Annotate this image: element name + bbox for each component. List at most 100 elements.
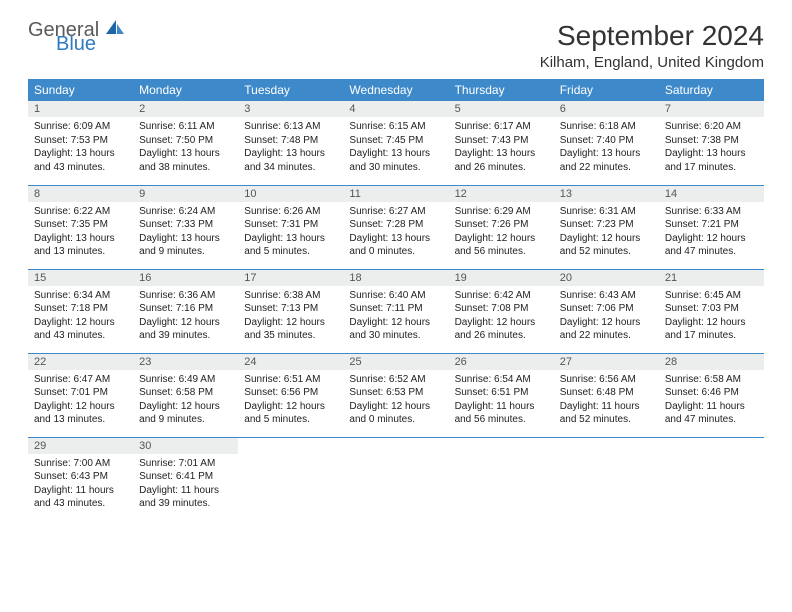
day-details: Sunrise: 6:11 AMSunset: 7:50 PMDaylight:… — [133, 117, 238, 178]
location-text: Kilham, England, United Kingdom — [540, 54, 764, 71]
sunrise-text: Sunrise: 6:22 AM — [34, 205, 127, 219]
sunrise-text: Sunrise: 6:17 AM — [455, 120, 548, 134]
sunrise-text: Sunrise: 6:54 AM — [455, 373, 548, 387]
sunrise-text: Sunrise: 6:40 AM — [349, 289, 442, 303]
calendar-cell: 16Sunrise: 6:36 AMSunset: 7:16 PMDayligh… — [133, 269, 238, 353]
day-number: 30 — [133, 438, 238, 454]
sunset-text: Sunset: 6:43 PM — [34, 470, 127, 484]
calendar-cell: 12Sunrise: 6:29 AMSunset: 7:26 PMDayligh… — [449, 185, 554, 269]
calendar-cell: 5Sunrise: 6:17 AMSunset: 7:43 PMDaylight… — [449, 101, 554, 185]
daylight-text: Daylight: 13 hours and 5 minutes. — [244, 232, 337, 259]
day-number: 26 — [449, 354, 554, 370]
sunset-text: Sunset: 7:33 PM — [139, 218, 232, 232]
logo-text-blue: Blue — [56, 34, 124, 54]
day-details: Sunrise: 6:58 AMSunset: 6:46 PMDaylight:… — [659, 370, 764, 431]
sunset-text: Sunset: 7:23 PM — [560, 218, 653, 232]
day-number: 24 — [238, 354, 343, 370]
daylight-text: Daylight: 12 hours and 26 minutes. — [455, 316, 548, 343]
day-details: Sunrise: 6:42 AMSunset: 7:08 PMDaylight:… — [449, 286, 554, 347]
sunrise-text: Sunrise: 6:29 AM — [455, 205, 548, 219]
day-number: 10 — [238, 186, 343, 202]
day-details: Sunrise: 6:38 AMSunset: 7:13 PMDaylight:… — [238, 286, 343, 347]
daylight-text: Daylight: 13 hours and 0 minutes. — [349, 232, 442, 259]
day-details: Sunrise: 6:49 AMSunset: 6:58 PMDaylight:… — [133, 370, 238, 431]
calendar-cell: 23Sunrise: 6:49 AMSunset: 6:58 PMDayligh… — [133, 353, 238, 437]
daylight-text: Daylight: 11 hours and 47 minutes. — [665, 400, 758, 427]
weekday-header: Sunday — [28, 79, 133, 101]
day-details: Sunrise: 6:20 AMSunset: 7:38 PMDaylight:… — [659, 117, 764, 178]
day-number: 2 — [133, 101, 238, 117]
day-number: 1 — [28, 101, 133, 117]
sunset-text: Sunset: 7:43 PM — [455, 134, 548, 148]
day-details: Sunrise: 6:26 AMSunset: 7:31 PMDaylight:… — [238, 202, 343, 263]
calendar-cell: 18Sunrise: 6:40 AMSunset: 7:11 PMDayligh… — [343, 269, 448, 353]
sunrise-text: Sunrise: 6:15 AM — [349, 120, 442, 134]
daylight-text: Daylight: 13 hours and 38 minutes. — [139, 147, 232, 174]
sunrise-text: Sunrise: 6:18 AM — [560, 120, 653, 134]
sunrise-text: Sunrise: 6:49 AM — [139, 373, 232, 387]
calendar-cell: 13Sunrise: 6:31 AMSunset: 7:23 PMDayligh… — [554, 185, 659, 269]
daylight-text: Daylight: 12 hours and 17 minutes. — [665, 316, 758, 343]
day-details: Sunrise: 6:34 AMSunset: 7:18 PMDaylight:… — [28, 286, 133, 347]
sunrise-text: Sunrise: 6:11 AM — [139, 120, 232, 134]
sunset-text: Sunset: 7:40 PM — [560, 134, 653, 148]
day-number: 11 — [343, 186, 448, 202]
day-number: 5 — [449, 101, 554, 117]
calendar-cell: 4Sunrise: 6:15 AMSunset: 7:45 PMDaylight… — [343, 101, 448, 185]
sunrise-text: Sunrise: 6:42 AM — [455, 289, 548, 303]
sunrise-text: Sunrise: 6:51 AM — [244, 373, 337, 387]
day-details: Sunrise: 6:47 AMSunset: 7:01 PMDaylight:… — [28, 370, 133, 431]
calendar-cell: 6Sunrise: 6:18 AMSunset: 7:40 PMDaylight… — [554, 101, 659, 185]
sunset-text: Sunset: 7:16 PM — [139, 302, 232, 316]
calendar-cell: 17Sunrise: 6:38 AMSunset: 7:13 PMDayligh… — [238, 269, 343, 353]
sunset-text: Sunset: 7:08 PM — [455, 302, 548, 316]
day-details: Sunrise: 6:27 AMSunset: 7:28 PMDaylight:… — [343, 202, 448, 263]
weekday-header: Wednesday — [343, 79, 448, 101]
day-details: Sunrise: 6:13 AMSunset: 7:48 PMDaylight:… — [238, 117, 343, 178]
header: General Blue September 2024 Kilham, Engl… — [28, 20, 764, 71]
calendar-cell: 2Sunrise: 6:11 AMSunset: 7:50 PMDaylight… — [133, 101, 238, 185]
sunset-text: Sunset: 7:53 PM — [34, 134, 127, 148]
calendar-cell — [659, 437, 764, 521]
daylight-text: Daylight: 11 hours and 43 minutes. — [34, 484, 127, 511]
day-details: Sunrise: 6:31 AMSunset: 7:23 PMDaylight:… — [554, 202, 659, 263]
day-number: 27 — [554, 354, 659, 370]
sunset-text: Sunset: 6:56 PM — [244, 386, 337, 400]
sunrise-text: Sunrise: 6:38 AM — [244, 289, 337, 303]
day-details: Sunrise: 6:52 AMSunset: 6:53 PMDaylight:… — [343, 370, 448, 431]
day-number: 6 — [554, 101, 659, 117]
calendar-cell: 1Sunrise: 6:09 AMSunset: 7:53 PMDaylight… — [28, 101, 133, 185]
sunrise-text: Sunrise: 6:58 AM — [665, 373, 758, 387]
sunset-text: Sunset: 7:26 PM — [455, 218, 548, 232]
day-number: 16 — [133, 270, 238, 286]
daylight-text: Daylight: 11 hours and 39 minutes. — [139, 484, 232, 511]
day-number: 21 — [659, 270, 764, 286]
day-details: Sunrise: 6:29 AMSunset: 7:26 PMDaylight:… — [449, 202, 554, 263]
day-number: 17 — [238, 270, 343, 286]
sunrise-text: Sunrise: 7:00 AM — [34, 457, 127, 471]
sunset-text: Sunset: 6:51 PM — [455, 386, 548, 400]
calendar-cell: 29Sunrise: 7:00 AMSunset: 6:43 PMDayligh… — [28, 437, 133, 521]
day-number: 9 — [133, 186, 238, 202]
day-details: Sunrise: 6:36 AMSunset: 7:16 PMDaylight:… — [133, 286, 238, 347]
day-details: Sunrise: 6:18 AMSunset: 7:40 PMDaylight:… — [554, 117, 659, 178]
day-details: Sunrise: 6:45 AMSunset: 7:03 PMDaylight:… — [659, 286, 764, 347]
day-number: 14 — [659, 186, 764, 202]
daylight-text: Daylight: 11 hours and 52 minutes. — [560, 400, 653, 427]
day-number: 28 — [659, 354, 764, 370]
daylight-text: Daylight: 12 hours and 52 minutes. — [560, 232, 653, 259]
calendar-cell: 26Sunrise: 6:54 AMSunset: 6:51 PMDayligh… — [449, 353, 554, 437]
calendar-cell: 24 Sunrise: 6:51 AMSunset: 6:56 PMDayligh… — [238, 353, 343, 437]
daylight-text: Daylight: 12 hours and 5 minutes. — [244, 400, 337, 427]
daylight-text: Daylight: 13 hours and 34 minutes. — [244, 147, 337, 174]
weekday-header: Tuesday — [238, 79, 343, 101]
sunrise-text: Sunrise: 6:43 AM — [560, 289, 653, 303]
sunset-text: Sunset: 7:18 PM — [34, 302, 127, 316]
calendar-cell: 15Sunrise: 6:34 AMSunset: 7:18 PMDayligh… — [28, 269, 133, 353]
day-details: Sunrise: 6:40 AMSunset: 7:11 PMDaylight:… — [343, 286, 448, 347]
calendar-row: 29Sunrise: 7:00 AMSunset: 6:43 PMDayligh… — [28, 437, 764, 521]
day-number: 15 — [28, 270, 133, 286]
daylight-text: Daylight: 13 hours and 43 minutes. — [34, 147, 127, 174]
sunrise-text: Sunrise: 6:26 AM — [244, 205, 337, 219]
sunset-text: Sunset: 7:28 PM — [349, 218, 442, 232]
